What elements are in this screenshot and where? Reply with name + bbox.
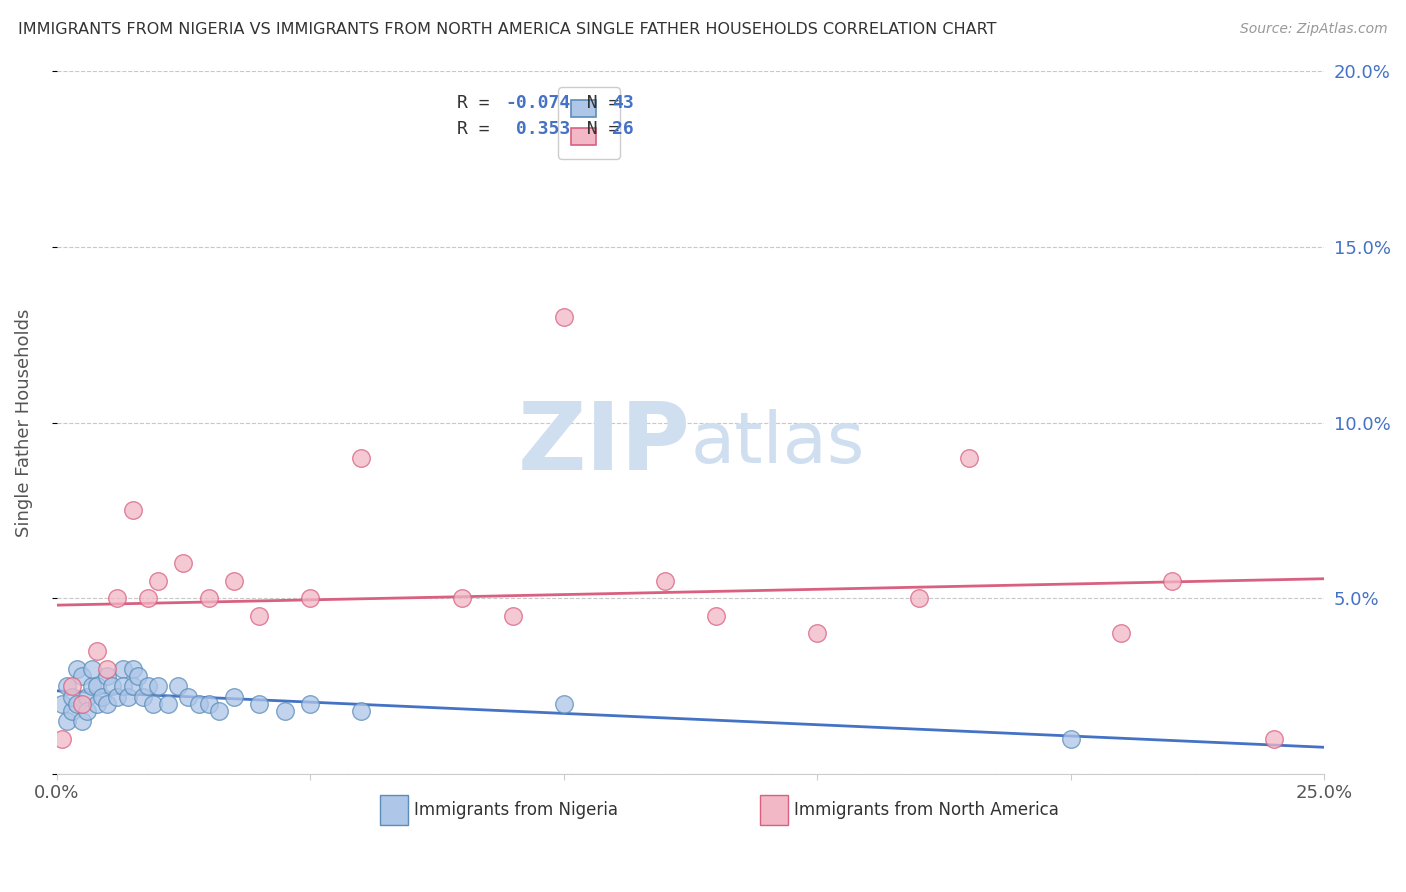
Point xyxy=(350,704,373,718)
Text: Immigrants from Nigeria: Immigrants from Nigeria xyxy=(415,801,619,819)
Point xyxy=(553,697,575,711)
Point xyxy=(96,697,118,711)
FancyBboxPatch shape xyxy=(380,795,408,824)
Point xyxy=(157,697,180,711)
Point xyxy=(197,591,219,606)
FancyBboxPatch shape xyxy=(761,795,787,824)
Point xyxy=(117,690,139,704)
Text: N =: N = xyxy=(565,94,630,112)
Text: Source: ZipAtlas.com: Source: ZipAtlas.com xyxy=(1240,22,1388,37)
Point xyxy=(91,690,114,704)
Point xyxy=(957,450,980,465)
Point xyxy=(553,310,575,324)
Text: R =: R = xyxy=(457,94,501,112)
Point xyxy=(101,679,124,693)
Point xyxy=(66,697,89,711)
Text: -0.074: -0.074 xyxy=(505,94,571,112)
Point xyxy=(55,714,77,729)
Legend: , : , xyxy=(558,87,620,159)
Point xyxy=(82,662,104,676)
Point xyxy=(142,697,165,711)
Point xyxy=(350,450,373,465)
Point xyxy=(82,679,104,693)
Point xyxy=(70,668,93,682)
Point xyxy=(55,679,77,693)
Point xyxy=(136,591,159,606)
Point xyxy=(208,704,231,718)
Point xyxy=(167,679,190,693)
Text: 43: 43 xyxy=(612,94,634,112)
Point xyxy=(177,690,200,704)
Point xyxy=(249,697,271,711)
Point xyxy=(60,704,83,718)
Text: atlas: atlas xyxy=(690,409,865,478)
Point xyxy=(1060,731,1083,746)
Point xyxy=(654,574,676,588)
Point xyxy=(907,591,929,606)
Point xyxy=(1161,574,1184,588)
Point xyxy=(806,626,828,640)
Point xyxy=(107,591,129,606)
Point xyxy=(70,714,93,729)
Point xyxy=(96,662,118,676)
Point xyxy=(107,690,129,704)
Point xyxy=(136,679,159,693)
Point xyxy=(146,679,169,693)
Point xyxy=(127,668,149,682)
Point xyxy=(86,644,108,658)
Point xyxy=(66,662,89,676)
Point xyxy=(132,690,155,704)
Point xyxy=(60,690,83,704)
Point xyxy=(172,556,194,570)
Point xyxy=(451,591,474,606)
Text: R =: R = xyxy=(457,120,501,138)
Point xyxy=(146,574,169,588)
Point xyxy=(121,503,143,517)
Point xyxy=(299,591,322,606)
Point xyxy=(502,608,524,623)
Point xyxy=(222,574,245,588)
Point xyxy=(51,731,73,746)
Point xyxy=(86,679,108,693)
Text: ZIP: ZIP xyxy=(517,398,690,490)
Text: N =: N = xyxy=(565,120,630,138)
Point xyxy=(1263,731,1285,746)
Point xyxy=(249,608,271,623)
Point xyxy=(299,697,322,711)
Text: 26: 26 xyxy=(612,120,634,138)
Point xyxy=(111,679,134,693)
Point xyxy=(70,697,93,711)
Y-axis label: Single Father Households: Single Father Households xyxy=(15,309,32,537)
Text: 0.353: 0.353 xyxy=(505,120,571,138)
Point xyxy=(197,697,219,711)
Point xyxy=(704,608,727,623)
Point xyxy=(111,662,134,676)
Text: Immigrants from North America: Immigrants from North America xyxy=(794,801,1059,819)
Point xyxy=(76,704,98,718)
Point xyxy=(1111,626,1133,640)
Point xyxy=(76,690,98,704)
Point xyxy=(96,668,118,682)
Point xyxy=(121,662,143,676)
Point xyxy=(86,697,108,711)
Point xyxy=(274,704,297,718)
Text: IMMIGRANTS FROM NIGERIA VS IMMIGRANTS FROM NORTH AMERICA SINGLE FATHER HOUSEHOLD: IMMIGRANTS FROM NIGERIA VS IMMIGRANTS FR… xyxy=(18,22,997,37)
Point xyxy=(121,679,143,693)
Point xyxy=(187,697,209,711)
Point xyxy=(51,697,73,711)
Point xyxy=(60,679,83,693)
Point xyxy=(222,690,245,704)
